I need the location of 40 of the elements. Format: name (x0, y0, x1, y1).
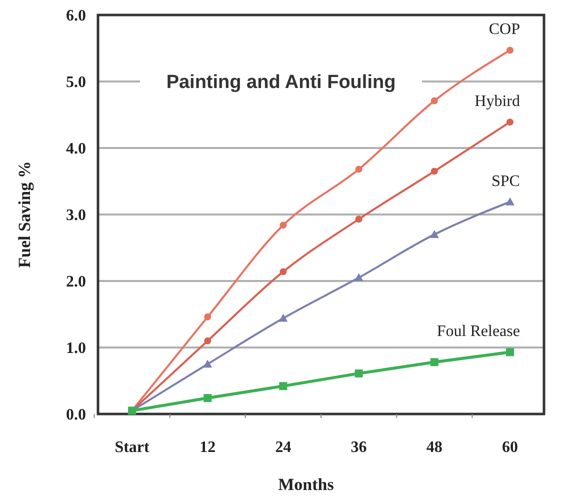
point (280, 222, 287, 229)
x-tick-label: 60 (502, 439, 518, 456)
series-label: Hybird (474, 93, 520, 110)
x-axis-title: Months (278, 475, 334, 494)
point (204, 313, 212, 320)
point (279, 382, 288, 390)
point (354, 369, 363, 378)
point (355, 216, 362, 223)
x-tick-label: 24 (275, 439, 292, 456)
y-tick-label: 5.0 (66, 74, 86, 92)
point (204, 394, 212, 402)
y-tick-label: 4.0 (66, 140, 86, 158)
y-tick-label: 3.0 (66, 207, 86, 224)
series-label: Foul Release (436, 323, 520, 340)
point (430, 168, 438, 175)
point (280, 268, 287, 276)
series-label: COP (488, 21, 520, 38)
point (506, 46, 514, 54)
point (204, 337, 212, 344)
point (505, 197, 514, 206)
x-tick-label: 36 (350, 439, 367, 456)
y-tick-label: 1.0 (66, 340, 86, 358)
point (278, 314, 288, 322)
point (203, 360, 212, 368)
y-tick-label: 6.0 (66, 8, 86, 25)
point (506, 118, 514, 126)
point (506, 348, 514, 356)
point (430, 230, 439, 238)
point (430, 97, 438, 104)
point (430, 358, 438, 366)
point (355, 166, 362, 173)
text: Painting and Anti Fouling (166, 72, 396, 94)
y-axis-title: Fuel Saving % (15, 161, 34, 268)
y-tick-label: 0.0 (66, 406, 86, 424)
point (354, 273, 364, 282)
series-label: SPC (492, 172, 520, 190)
x-tick-label: Start (114, 439, 150, 456)
y-tick-label: 2.0 (66, 274, 86, 291)
x-tick-label: 12 (200, 439, 216, 456)
x-tick-label: 48 (426, 439, 442, 456)
